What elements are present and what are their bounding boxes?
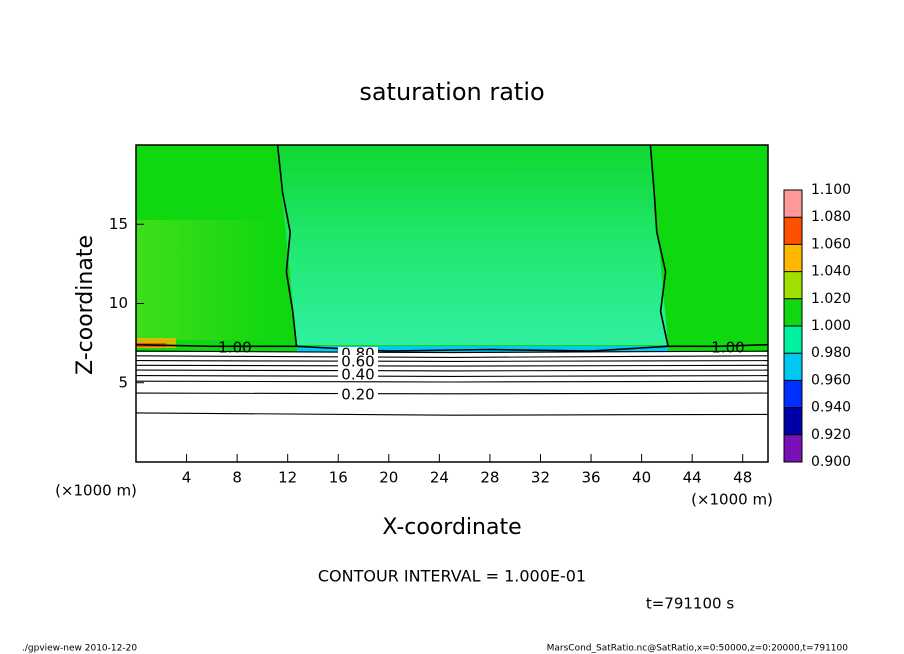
y-unit: (×1000 m)	[55, 482, 137, 500]
colorbar-band	[784, 434, 802, 462]
contour-line	[135, 350, 769, 354]
colorbar-band	[784, 326, 802, 354]
contour-interval: CONTOUR INTERVAL = 1.000E-01	[318, 567, 586, 586]
x-tick-label: 44	[683, 469, 702, 487]
colorbar-label: 0.980	[811, 345, 851, 361]
colorbar-label: 0.960	[811, 372, 851, 388]
x-tick-label: 16	[329, 469, 348, 487]
x-tick-label: 48	[733, 469, 752, 487]
colorbar-label: 1.020	[811, 291, 851, 307]
colorbar-band	[784, 244, 802, 272]
field-shading	[136, 145, 768, 462]
contour-label-bg	[338, 368, 378, 382]
x-tick-label: 28	[480, 469, 499, 487]
contour-line	[135, 144, 769, 352]
contour-label-bg	[338, 388, 378, 402]
x-unit: (×1000 m)	[691, 491, 773, 509]
x-tick-label: 40	[632, 469, 651, 487]
colorbar-label: 1.080	[811, 209, 851, 225]
contour-label-bg	[338, 355, 378, 369]
x-tick-label: 20	[379, 469, 398, 487]
x-tick-label: 12	[278, 469, 297, 487]
footer-left: ./gpview-new 2010-12-20	[22, 644, 137, 654]
colorbar-band	[784, 298, 802, 326]
colorbar-band	[784, 353, 802, 381]
x-tick-label: 4	[182, 469, 192, 487]
contour-label: 1.00	[711, 339, 744, 357]
x-tick-label: 8	[232, 469, 242, 487]
contour-line	[135, 369, 769, 372]
contour-line	[135, 375, 769, 377]
colorbar-label: 1.100	[811, 182, 851, 198]
colorbar-band	[784, 380, 802, 408]
colorbar-label: 1.060	[811, 236, 851, 252]
contour-line	[135, 380, 769, 383]
contour-line	[135, 412, 769, 416]
y-tick-label: 10	[109, 294, 128, 312]
x-tick-label: 36	[581, 469, 600, 487]
footer-right: MarsCond_SatRatio.nc@SatRatio,x=0:50000,…	[547, 644, 849, 654]
y-tick-label: 15	[109, 215, 128, 233]
contour-label: 1.00	[218, 339, 251, 357]
contour-line	[135, 364, 769, 367]
colorbar-band	[784, 190, 802, 218]
x-tick-label: 32	[531, 469, 550, 487]
contours: 1.00 1.000.800.600.400.20	[135, 144, 769, 416]
colorbar-label: 0.900	[811, 454, 851, 470]
contour-label: 0.20	[341, 386, 374, 404]
colorbar-band	[784, 407, 802, 435]
contour-line	[135, 392, 769, 395]
y-tick-label: 5	[118, 373, 128, 391]
colorbar-label: 1.040	[811, 264, 851, 280]
colorbar-label: 0.940	[811, 400, 851, 416]
chart-title: saturation ratio	[359, 78, 544, 106]
contour-line	[135, 360, 769, 362]
colorbar-label: 1.000	[811, 318, 851, 334]
colorbar-band	[784, 217, 802, 245]
contour-label: 0.40	[341, 366, 374, 384]
time-label: t=791100 s	[646, 595, 734, 613]
x-axis-label: X-coordinate	[382, 515, 521, 540]
y-axis-label: Z-coordinate	[73, 235, 98, 375]
contour-label: 0.60	[341, 353, 374, 371]
colorbar-band	[784, 271, 802, 299]
contour-line	[135, 355, 769, 358]
colorbar-label: 0.920	[811, 427, 851, 443]
x-tick-label: 24	[430, 469, 449, 487]
